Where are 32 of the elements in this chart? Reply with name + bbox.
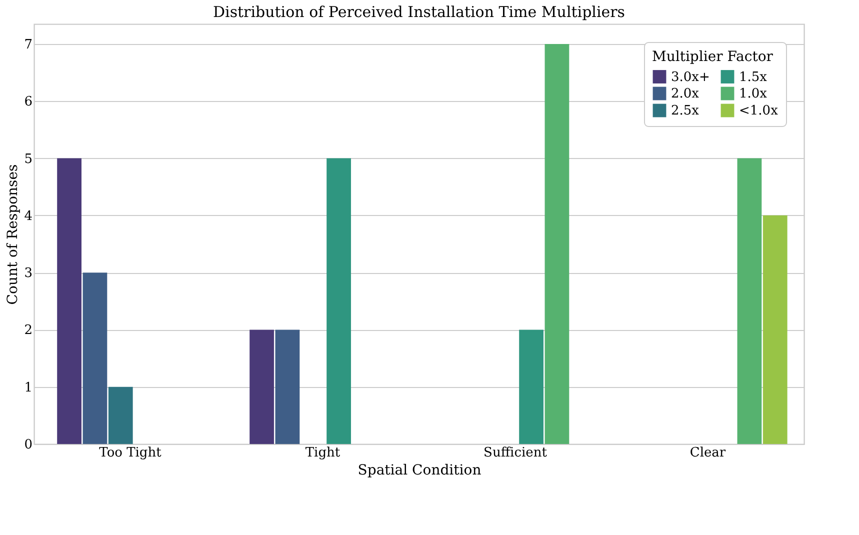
bar: [737, 158, 762, 444]
legend-label: 2.0x: [671, 86, 700, 102]
y-tick-label: 3: [24, 266, 32, 282]
chart-title: Distribution of Perceived Installation Time Multipliers: [212, 3, 626, 21]
x-tick-label: Sufficient: [484, 446, 548, 460]
bar: [82, 272, 108, 444]
y-tick-label: 5: [24, 152, 32, 167]
x-tick-label: Too Tight: [99, 446, 162, 460]
bar: [108, 386, 133, 444]
y-tick-label: 7: [24, 38, 32, 52]
bar: [57, 158, 82, 444]
bar: [762, 215, 788, 444]
x-tick-label: Clear: [690, 446, 726, 460]
legend-label: 3.0x+: [671, 70, 710, 85]
y-tick-label: 6: [24, 94, 32, 110]
legend-title: Multiplier Factor: [652, 49, 774, 65]
legend-label: 1.5x: [739, 70, 768, 85]
y-axis-title: Count of Responses: [5, 164, 22, 305]
bar: [519, 330, 544, 444]
x-tick-label: Tight: [305, 446, 341, 460]
legend-label: 2.5x: [671, 104, 700, 118]
bar: [544, 44, 570, 444]
legend-label: 1.0x: [739, 86, 768, 102]
bar: [250, 330, 274, 444]
legend-label: <1.0x: [739, 104, 779, 118]
x-axis-title: Spatial Condition: [358, 462, 482, 478]
y-tick-label: 0: [24, 438, 32, 452]
y-tick-label: 4: [24, 208, 32, 224]
y-tick-label: 2: [24, 323, 32, 338]
bar: [275, 330, 300, 444]
bar: [326, 158, 351, 444]
y-tick-label: 1: [24, 380, 32, 396]
